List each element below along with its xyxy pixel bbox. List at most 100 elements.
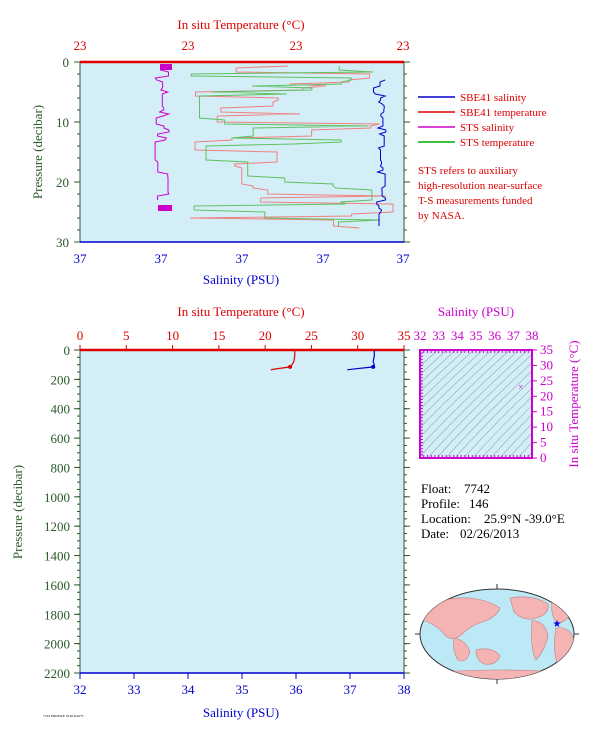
salinity-tick-label: 32 (74, 682, 87, 697)
profile-label: Profile: (421, 496, 460, 511)
pressure-tick-label: 1800 (44, 607, 70, 622)
temperature-tick-label: 5 (123, 328, 130, 343)
legend-label: SBE41 temperature (460, 107, 547, 119)
bottom-tick-label: 37 (397, 251, 411, 266)
temperature-profile (270, 350, 296, 371)
temperature-tick-label: 20 (259, 328, 272, 343)
bottom-tick-label: 37 (155, 251, 169, 266)
pressure-tick-label: 200 (51, 372, 71, 387)
ts-temperature-tick-label: 30 (540, 357, 553, 372)
ts-salinity-tick-label: 35 (470, 328, 483, 343)
density-contour (420, 350, 529, 458)
salinity-tick-label: 38 (398, 682, 411, 697)
bottom-tick-label: 37 (317, 251, 331, 266)
note-line: by NASA. (418, 210, 465, 222)
ts-salinity-tick-label: 38 (526, 328, 539, 343)
legend-label: SBE41 salinity (460, 92, 527, 104)
top-panel-y-axis-title: Pressure (decibar) (30, 105, 45, 199)
density-contour (490, 414, 532, 458)
temperature-tick-label: 35 (398, 328, 411, 343)
near-surface-curves (154, 64, 394, 229)
density-contour (481, 405, 532, 458)
ts-data-point: × (518, 382, 523, 392)
salinity-tick-label: 33 (128, 682, 141, 697)
pressure-tick-label: 1600 (44, 578, 70, 593)
note-line: high-resolution near-surface (418, 180, 542, 192)
y-tick-label: 0 (63, 55, 70, 70)
ts-ticks (419, 349, 537, 459)
legend-label: STS temperature (460, 137, 534, 149)
ts-points: × (518, 382, 523, 392)
ts-salinity-tick-labels: 32 33 34 35 36 37 38 (414, 328, 539, 343)
y-tick-label: 30 (56, 235, 69, 250)
density-contour (436, 362, 532, 458)
near-surface-plot-area (79, 61, 405, 243)
density-contour (499, 423, 532, 458)
salinity-tick-labels: 32 33 34 35 36 37 38 (74, 682, 411, 697)
density-contour (420, 350, 520, 448)
salinity-tick-label: 36 (290, 682, 304, 697)
legend-label: STS salinity (460, 122, 515, 134)
float-label: Float: (421, 481, 451, 496)
ts-top-axis-title: Salinity (PSU) (438, 304, 514, 319)
density-contour (420, 350, 484, 410)
ts-temperature-tick-label: 10 (540, 419, 553, 434)
density-contour (526, 451, 532, 458)
ts-diagram-panel: Salinity (PSU) 32 33 34 35 36 37 38 × 05101520… (414, 304, 601, 468)
ts-temperature-tick-label: 5 (540, 435, 547, 450)
ts-temperature-tick-label: 0 (540, 450, 547, 465)
pressure-tick-label: 2000 (44, 637, 70, 652)
sts-temperature-trace (190, 66, 381, 226)
salinity-ticks (79, 673, 405, 679)
bottom-panel-y-axis-title: Pressure (decibar) (10, 465, 25, 559)
density-contour (472, 396, 532, 458)
temperature-tick-label: 10 (166, 328, 179, 343)
density-contour (420, 350, 493, 419)
bottom-panel-top-axis-title: In situ Temperature (°C) (177, 304, 304, 319)
temperature-tick-label: 15 (212, 328, 225, 343)
footer-text: 7742 PROFILE 0146.NAVY (43, 714, 84, 718)
full-depth-plot-area (79, 349, 405, 674)
sts-deep-cluster (158, 205, 172, 211)
salinity-profile-marker (371, 364, 376, 369)
legend: SBE41 salinity SBE41 temperature STS sal… (418, 92, 547, 149)
pressure-tick-label: 1400 (44, 549, 70, 564)
sts-surface-cluster (160, 64, 172, 70)
density-contour (420, 350, 511, 438)
salinity-tick-label: 37 (344, 682, 358, 697)
top-tick-label: 23 (397, 38, 410, 53)
pressure-tick-label: 1200 (44, 519, 70, 534)
ts-temperature-tick-label: 20 (540, 388, 553, 403)
density-contour (527, 330, 601, 468)
sbe41-temperature-trace (190, 65, 394, 229)
ts-salinity-tick-label: 37 (507, 328, 521, 343)
density-contours (420, 330, 601, 468)
pressure-tick-label: 400 (51, 402, 71, 417)
location-label: Location: (421, 511, 471, 526)
near-surface-panel: In situ Temperature (°C) 23 23 23 23 0 1… (30, 17, 410, 287)
bottom-panel-bottom-axis-title: Salinity (PSU) (203, 705, 279, 720)
density-contour (508, 432, 532, 458)
top-tick-label: 23 (74, 38, 87, 53)
density-contour (420, 350, 502, 429)
top-tick-label: 23 (290, 38, 303, 53)
temperature-profile-marker (288, 364, 293, 369)
pressure-tick-label: 2200 (44, 666, 70, 681)
top-tick-label: 23 (182, 38, 195, 53)
top-y-ticks (74, 61, 410, 243)
pressure-tick-label: 0 (64, 343, 71, 358)
full-depth-panel: In situ Temperature (°C) 0 5 10 15 20 25 30 35 … (10, 304, 411, 720)
ts-temperature-tick-label: 15 (540, 404, 553, 419)
density-contour (463, 387, 532, 458)
float-info: Float: 7742 Profile: 146 Location: 25.9°… (421, 481, 565, 541)
salinity-tick-label: 35 (236, 682, 249, 697)
top-panel-top-axis-title: In situ Temperature (°C) (177, 17, 304, 32)
location-value: 25.9°N -39.0°E (484, 511, 565, 526)
note-line: STS refers to auxiliary (418, 165, 518, 177)
ts-salinity-tick-label: 36 (488, 328, 502, 343)
ts-right-axis-title: In situ Temperature (°C) (566, 340, 581, 467)
profile-value: 146 (469, 496, 489, 511)
y-tick-label: 20 (56, 175, 69, 190)
